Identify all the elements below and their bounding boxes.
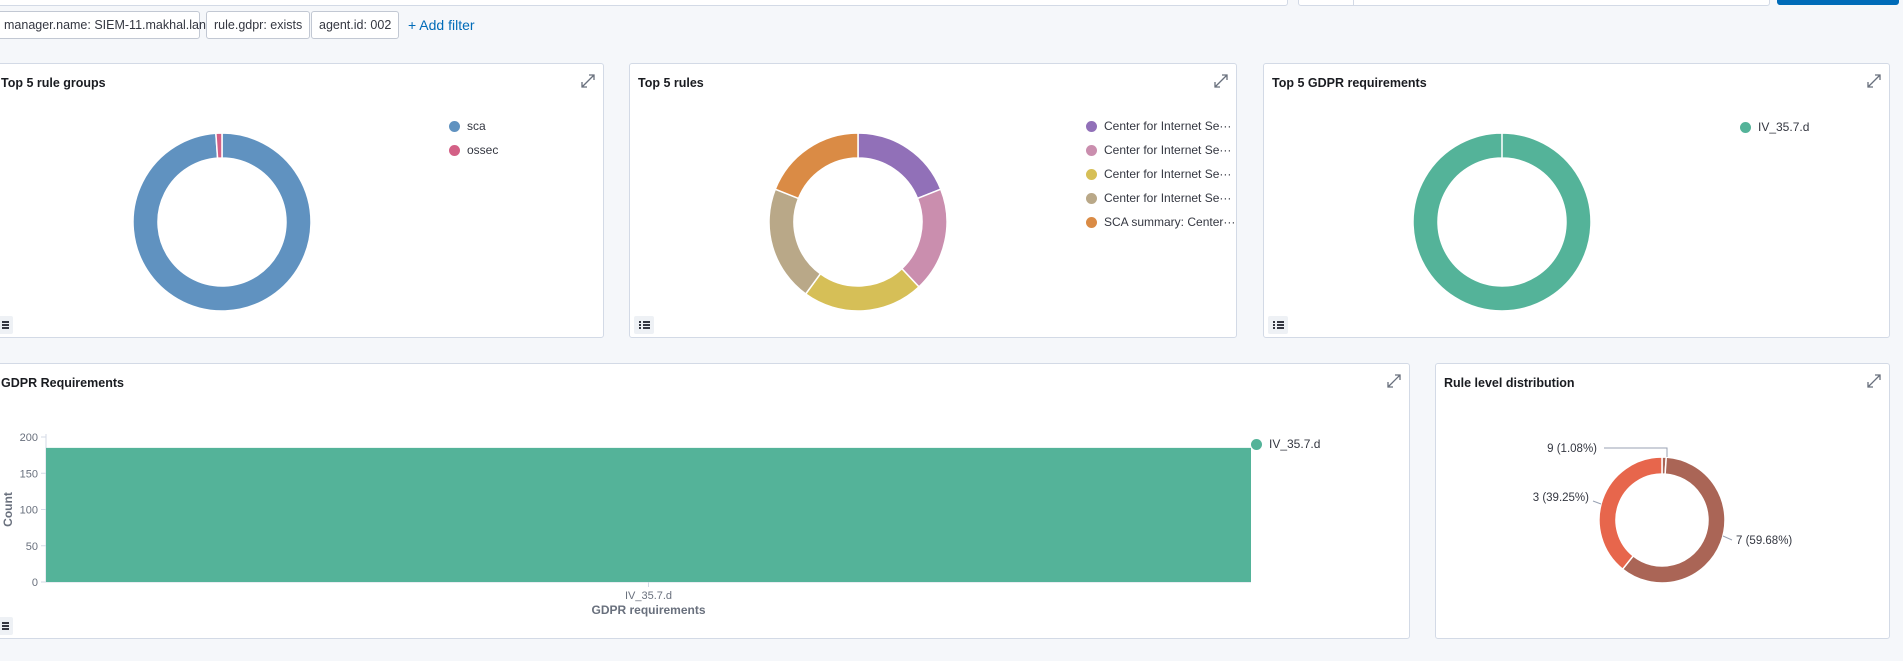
legend: sca ossec [449, 114, 498, 162]
panel-title: Top 5 rule groups [1, 76, 106, 90]
legend-dot-icon [1251, 438, 1262, 450]
expand-icon[interactable] [1212, 72, 1230, 90]
legend-label: Center for Internet Se··· [1104, 119, 1232, 133]
bar [46, 447, 1251, 582]
legend-label: Center for Internet Se··· [1104, 191, 1232, 205]
legend-label: sca [467, 119, 486, 133]
y-tick-label: 0 [32, 577, 38, 589]
callout-line [1722, 535, 1733, 541]
legend-label: Center for Internet Se··· [1104, 143, 1232, 157]
legend-toggle-icon[interactable] [0, 316, 13, 334]
legend-toggle-icon[interactable] [0, 617, 13, 635]
legend-item[interactable]: IV_35.7.d [1251, 432, 1320, 456]
expand-icon[interactable] [579, 72, 597, 90]
y-axis-title: Count [1, 492, 15, 527]
panel-top-rule-groups: Top 5 rule groups sca ossec [0, 63, 604, 338]
legend-label: Center for Internet Se··· [1104, 167, 1232, 181]
y-tick-label: 100 [20, 505, 38, 517]
donut-slice [900, 188, 948, 288]
filter-pill-manager-name[interactable]: manager.name: SIEM-11.makhal.lan [0, 11, 206, 39]
donut-chart-rules [768, 132, 948, 312]
legend-item[interactable]: SCA summary: Center··· [1086, 210, 1235, 234]
donut-slice [1621, 456, 1726, 584]
donut-slice [774, 132, 859, 200]
donut-slice [768, 188, 822, 296]
legend-dot-icon [449, 120, 460, 132]
expand-icon[interactable] [1385, 372, 1403, 390]
legend-item[interactable]: Center for Internet Se··· [1086, 138, 1235, 162]
legend: IV_35.7.d [1251, 432, 1320, 456]
x-axis-title: GDPR requirements [591, 603, 705, 617]
expand-icon[interactable] [1865, 72, 1883, 90]
slice-label: 7 (59.68%) [1736, 535, 1792, 547]
x-tick-label: IV_35.7.d [625, 590, 672, 602]
panel-top-gdpr-requirements: Top 5 GDPR requirements IV_35.7.d [1263, 63, 1890, 338]
slice-label: 9 (1.08%) [1547, 443, 1597, 455]
y-tick-label: 50 [26, 541, 38, 553]
donut-slice [215, 132, 223, 159]
donut-chart-rule-level: 9 (1.08%) 7 (59.68%) 3 (39.25%) [1533, 443, 1792, 584]
legend-label: SCA summary: Center··· [1104, 215, 1236, 229]
legend-dot-icon [1086, 192, 1097, 204]
legend-item[interactable]: Center for Internet Se··· [1086, 162, 1235, 186]
filter-pill-agent-id[interactable]: agent.id: 002 [311, 11, 400, 39]
refresh-button[interactable] [1777, 0, 1899, 5]
y-tick-label: 200 [20, 432, 38, 444]
legend-label: IV_35.7.d [1758, 120, 1810, 134]
donut-slice [1598, 456, 1663, 571]
legend-item[interactable]: ossec [449, 138, 498, 162]
legend-dot-icon [1086, 144, 1097, 156]
callout-line [1604, 447, 1668, 457]
callout-line [1592, 500, 1602, 505]
legend-dot-icon [1086, 120, 1097, 132]
panel-top-rules: Top 5 rules Center for Internet Se··· Cen… [629, 63, 1237, 338]
slice-label: 3 (39.25%) [1533, 492, 1589, 504]
date-picker-divider [1353, 0, 1354, 5]
y-tick-label: 150 [20, 468, 38, 480]
date-picker[interactable] [1298, 0, 1770, 6]
donut-slice [132, 132, 312, 312]
panel-title: Rule level distribution [1444, 376, 1575, 390]
query-search-bar[interactable] [0, 0, 1288, 6]
legend-item[interactable]: Center for Internet Se··· [1086, 114, 1235, 138]
panel-title: Top 5 rules [638, 76, 704, 90]
legend: Center for Internet Se··· Center for Inte… [1086, 114, 1235, 234]
panel-rule-level-distribution: Rule level distribution 9 (1.08%) 7 (59.6… [1435, 363, 1890, 639]
donut-chart-rule-groups [132, 132, 312, 312]
add-filter-link[interactable]: + Add filter [408, 17, 475, 33]
legend-toggle-icon[interactable] [1268, 316, 1288, 334]
legend-item[interactable]: IV_35.7.d [1740, 115, 1809, 139]
legend-dot-icon [1740, 121, 1751, 133]
donut-slice [857, 132, 942, 200]
legend-item[interactable]: sca [449, 114, 498, 138]
donut-slice [804, 267, 920, 312]
filter-pill-rule-gdpr[interactable]: rule.gdpr: exists [206, 11, 311, 39]
panel-title: Top 5 GDPR requirements [1272, 76, 1427, 90]
legend-dot-icon [1086, 168, 1097, 180]
legend: IV_35.7.d [1740, 115, 1809, 139]
panel-gdpr-requirements: GDPR Requirements 0 50 100 150 200 IV_35.7.d G… [0, 363, 1410, 639]
panel-title: GDPR Requirements [1, 376, 124, 390]
expand-icon[interactable] [1865, 372, 1883, 390]
legend-label: IV_35.7.d [1269, 437, 1321, 451]
legend-label: ossec [467, 143, 499, 157]
legend-dot-icon [1086, 216, 1097, 228]
donut-chart-gdpr [1412, 132, 1592, 312]
donut-slice [1412, 132, 1592, 312]
legend-dot-icon [449, 144, 460, 156]
legend-toggle-icon[interactable] [634, 316, 654, 334]
legend-item[interactable]: Center for Internet Se··· [1086, 186, 1235, 210]
